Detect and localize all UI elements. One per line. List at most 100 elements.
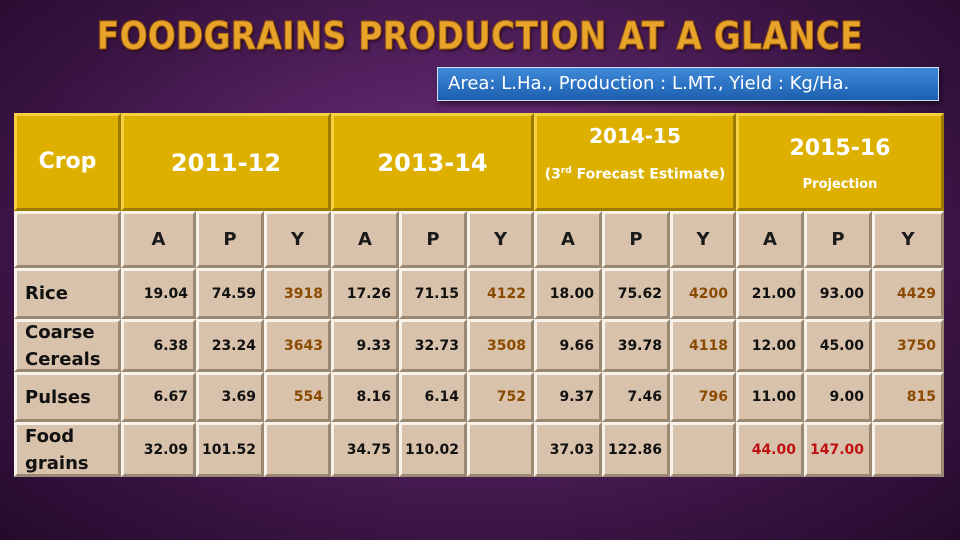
cell-value (673, 425, 728, 474)
table-cell: 34.75 (331, 422, 399, 477)
table-cell: 122.86 (602, 422, 670, 477)
table-cell: 71.15 (399, 268, 467, 319)
cell-value: 3.69 (221, 389, 256, 405)
subheader-letter: A (151, 229, 166, 250)
table-cell: 75.62 (602, 268, 670, 319)
cell-value: 6.38 (153, 337, 188, 354)
header-year-2014-15: 2014-15 (3rd Forecast Estimate) (534, 113, 736, 211)
cell-value: 4200 (689, 285, 728, 302)
cell-value: 93.00 (819, 285, 864, 302)
subheader-letter: P (426, 229, 440, 250)
table-cell (264, 422, 331, 477)
table-cell: 9.37 (534, 372, 602, 422)
cell-value: 7.46 (627, 389, 662, 405)
cell-value: 554 (293, 389, 323, 405)
subheader-cell: P (399, 211, 467, 268)
cell-value: 147.00 (809, 441, 864, 458)
table-cell: 37.03 (534, 422, 602, 477)
production-table: Crop 2011-12 2013-14 2014-15 (3rd Foreca… (14, 113, 944, 524)
row-crop-name: Food grains (14, 422, 121, 477)
subheader-cell: Y (467, 211, 534, 268)
note-prefix: (3 (544, 166, 561, 183)
cell-value: 19.04 (143, 285, 188, 302)
row-crop-name: Pulses (14, 372, 121, 422)
table-cell: 39.78 (602, 319, 670, 372)
subheader-cell: A (331, 211, 399, 268)
subheader-letter: Y (696, 229, 710, 250)
cell-value: 11.00 (751, 389, 796, 405)
table-cell: 11.00 (736, 372, 804, 422)
cell-value: 4429 (897, 285, 936, 302)
subheader-cell: P (602, 211, 670, 268)
row-crop-name: Coarse Cereals (14, 319, 121, 372)
table-cell: 9.00 (804, 372, 872, 422)
cell-value: 3508 (487, 337, 526, 354)
table-cell: 17.26 (331, 268, 399, 319)
table-cell: 554 (264, 372, 331, 422)
cell-value: 18.00 (549, 285, 594, 302)
table-cell: 23.24 (196, 319, 264, 372)
table-cell: 6.67 (121, 372, 196, 422)
table-cell: 4200 (670, 268, 736, 319)
table-cell (467, 422, 534, 477)
table-cell: 3750 (872, 319, 944, 372)
table-cell: 6.38 (121, 319, 196, 372)
table-cell: 3643 (264, 319, 331, 372)
cell-value: 6.14 (424, 389, 459, 405)
units-note: Area: L.Ha., Production : L.MT., Yield :… (437, 67, 939, 101)
subheader-cell: A (534, 211, 602, 268)
header-crop-label: Crop (38, 149, 97, 174)
header-year-label: 2015-16 (789, 136, 891, 161)
subheader-letter: A (763, 229, 777, 250)
cell-value: 37.03 (549, 441, 594, 458)
cell-value: 12.00 (751, 337, 796, 354)
crop-name: Rice (25, 283, 68, 304)
cell-value: 9.37 (559, 389, 594, 405)
crop-name: Coarse Cereals (25, 321, 101, 370)
table-cell: 32.73 (399, 319, 467, 372)
subheader-cell: Y (670, 211, 736, 268)
subheader-cell: Y (872, 211, 944, 268)
cell-value: 752 (496, 389, 526, 405)
table-cell (670, 422, 736, 477)
subheader-letter: A (358, 229, 372, 250)
cell-value: 3918 (284, 285, 323, 302)
cell-value: 74.59 (211, 285, 256, 302)
header-year-label: 2011-12 (170, 149, 282, 177)
table-cell: 4429 (872, 268, 944, 319)
cell-value: 32.73 (414, 337, 459, 354)
row-crop-name: Rice (14, 268, 121, 319)
table-cell: 796 (670, 372, 736, 422)
subheader-letter: A (561, 229, 575, 250)
table-cell: 32.09 (121, 422, 196, 477)
cell-value: 101.52 (201, 441, 256, 458)
subheader-letter: Y (901, 229, 915, 250)
subheader-letter: Y (493, 229, 508, 250)
cell-value: 4118 (689, 337, 728, 354)
cell-value: 3643 (284, 337, 323, 354)
note-superscript: rd (560, 166, 572, 176)
table-cell: 101.52 (196, 422, 264, 477)
cell-value: 110.02 (404, 441, 459, 458)
table-cell: 9.66 (534, 319, 602, 372)
cell-value: 815 (906, 389, 936, 405)
header-year-label: 2013-14 (377, 149, 488, 177)
cell-value (875, 425, 936, 474)
subheader-cell: P (804, 211, 872, 268)
crop-name: Food grains (25, 425, 89, 474)
header-year-note: Projection (802, 177, 878, 192)
cell-value: 23.24 (211, 337, 256, 354)
table-cell: 45.00 (804, 319, 872, 372)
subheader-letter: P (831, 229, 845, 250)
table-cell: 815 (872, 372, 944, 422)
cell-value (267, 425, 323, 474)
cell-value: 122.86 (607, 441, 662, 458)
subheader-cell: P (196, 211, 264, 268)
table-cell (872, 422, 944, 477)
subheader-crop-blank (14, 211, 121, 268)
table-cell: 4118 (670, 319, 736, 372)
cell-value: 71.15 (414, 285, 459, 302)
subheader-cell: A (121, 211, 196, 268)
table-cell: 21.00 (736, 268, 804, 319)
cell-value: 21.00 (751, 285, 796, 302)
